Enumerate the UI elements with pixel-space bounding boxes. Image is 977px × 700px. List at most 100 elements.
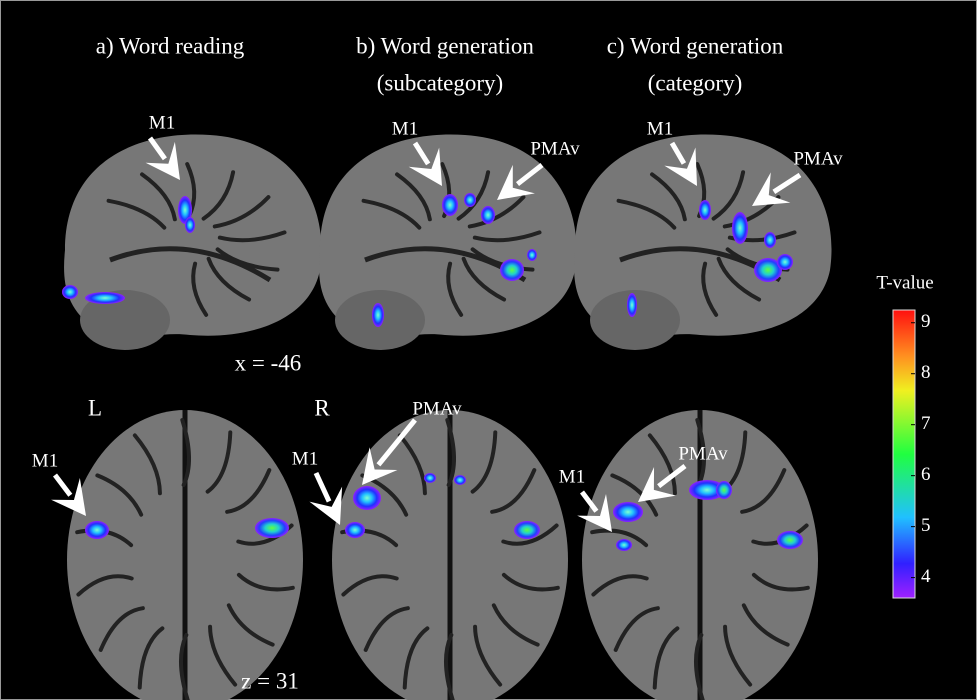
sulcus: [501, 572, 560, 592]
arrow-head: [362, 447, 398, 485]
sulcus: [225, 468, 272, 514]
sulcus: [650, 172, 687, 222]
sulcus: [590, 528, 649, 548]
activation: [613, 502, 643, 522]
panel-subtitle: (category): [648, 70, 743, 95]
activation: [777, 254, 793, 270]
region-label: PMAv: [530, 138, 580, 159]
sulcus: [470, 430, 498, 494]
activation: [716, 481, 732, 499]
arrow-shaft: [376, 418, 417, 467]
sulcus: [613, 606, 660, 652]
sulcus: [205, 430, 233, 494]
region-label: PMAv: [793, 148, 843, 169]
sulcus: [467, 195, 526, 229]
sulcus: [95, 473, 144, 517]
sulcus: [695, 418, 707, 488]
activation: [454, 475, 466, 485]
sulcus: [751, 572, 810, 592]
sulcus: [76, 574, 134, 597]
sulcus: [610, 473, 659, 517]
sulcus: [201, 170, 236, 221]
sulcus: [402, 626, 430, 690]
hemisphere-label: L: [88, 395, 102, 420]
slice-label: z = 31: [241, 668, 299, 693]
activation: [627, 293, 637, 317]
sulcus: [395, 172, 432, 222]
sulcus: [178, 632, 190, 700]
arrow-shaft: [657, 464, 687, 489]
arrow-head: [497, 164, 535, 200]
activation: [185, 217, 195, 233]
arrow-shaft: [53, 473, 73, 497]
arrow-head: [408, 147, 442, 186]
sulcus: [397, 433, 427, 496]
region-label: M1: [559, 466, 585, 487]
arrow-head: [51, 478, 86, 516]
sulcus: [501, 523, 559, 546]
sulcus: [616, 198, 677, 230]
sulcus: [361, 198, 422, 230]
sulcus: [217, 230, 287, 243]
hemisphere-label: R: [314, 395, 330, 420]
activation: [481, 206, 495, 224]
panel-title: a) Word reading: [96, 33, 245, 58]
activation: [527, 249, 537, 261]
activation: [345, 522, 365, 538]
sulcus: [647, 433, 677, 496]
sulcus: [461, 256, 507, 302]
sulcus: [490, 468, 537, 514]
sulcus: [140, 172, 177, 222]
colorbar: 4 5 6 7 8 9: [892, 309, 931, 599]
activation: [777, 531, 803, 549]
colorbar-tick-label: 4: [921, 566, 931, 587]
region-label: M1: [292, 448, 318, 469]
arrow-shaft: [772, 172, 802, 194]
sulcus: [191, 261, 209, 317]
activation: [85, 292, 125, 304]
slice-label: x = -46: [235, 350, 302, 375]
colorbar-tick-label: 8: [921, 362, 931, 383]
region-label: PMAv: [412, 398, 462, 419]
sulcus: [723, 624, 753, 687]
activation: [500, 259, 524, 281]
arrow-head: [145, 141, 180, 180]
arrow-shaft: [580, 490, 599, 513]
activation: [62, 285, 78, 299]
colorbar-tick-label: 6: [921, 464, 931, 485]
panel-subtitle: (subcategory): [377, 70, 503, 95]
sulcus: [711, 170, 746, 221]
sulcus: [341, 574, 399, 597]
panel-title: b) Word generation: [356, 33, 534, 58]
sulcus: [445, 418, 457, 488]
activation: [616, 539, 632, 551]
arrow-shaft: [412, 141, 431, 166]
sulcus: [716, 256, 762, 302]
arrow-head: [309, 486, 343, 525]
activation: [424, 473, 436, 483]
sulcus: [180, 418, 192, 488]
activation: [754, 258, 782, 282]
sulcus: [456, 170, 491, 221]
activation: [178, 196, 192, 224]
sulcus: [137, 626, 165, 690]
sulcus: [109, 246, 272, 283]
panel-title: c) Word generation: [607, 33, 784, 58]
activation: [85, 521, 109, 539]
colorbar-tick-label: 5: [921, 515, 931, 536]
region-label: PMAv: [678, 443, 728, 464]
arrow-shaft: [669, 141, 687, 165]
sulcus: [741, 603, 790, 647]
colorbar-tick-label: 9: [921, 311, 931, 332]
arrow-head: [752, 172, 791, 206]
sulcus: [701, 261, 719, 317]
arrow-head: [577, 494, 612, 532]
region-label: M1: [32, 450, 58, 471]
region-label: M1: [647, 118, 673, 139]
sulcus: [652, 626, 680, 690]
sulcus: [443, 632, 455, 700]
arrow-head: [638, 467, 676, 502]
brain-sagittal: [64, 134, 322, 338]
sulcus: [491, 603, 540, 647]
